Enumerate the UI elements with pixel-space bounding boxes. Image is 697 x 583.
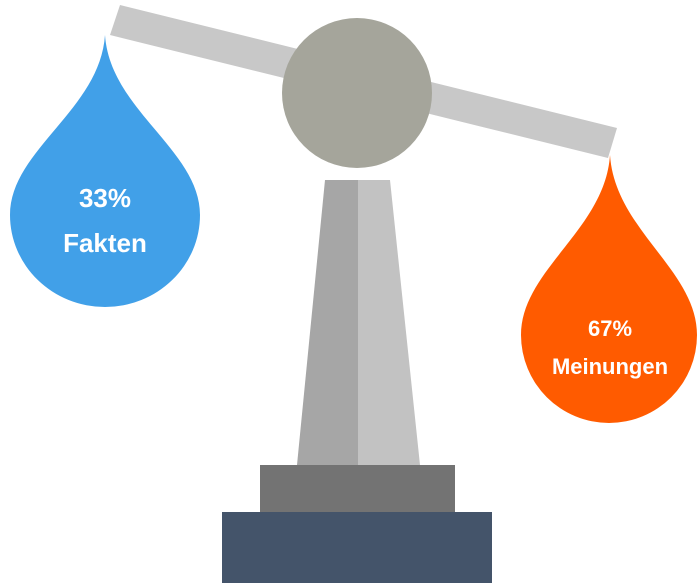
- category-label: Fakten: [63, 228, 147, 258]
- pillar-left: [297, 180, 358, 465]
- drop: [10, 35, 200, 307]
- pillar-right: [358, 180, 420, 465]
- drop: [521, 155, 697, 423]
- value-label: 33%: [79, 183, 131, 213]
- page: 33%Fakten67%Meinungen (() => { const dat…: [0, 0, 697, 583]
- category-label: Meinungen: [552, 354, 668, 379]
- balance-infographic: 33% Fakten 67% Meinungen: [0, 0, 697, 583]
- base-lower: [222, 512, 492, 583]
- base-upper: [260, 465, 455, 513]
- value-label: 67%: [588, 316, 632, 341]
- pivot: [282, 18, 432, 168]
